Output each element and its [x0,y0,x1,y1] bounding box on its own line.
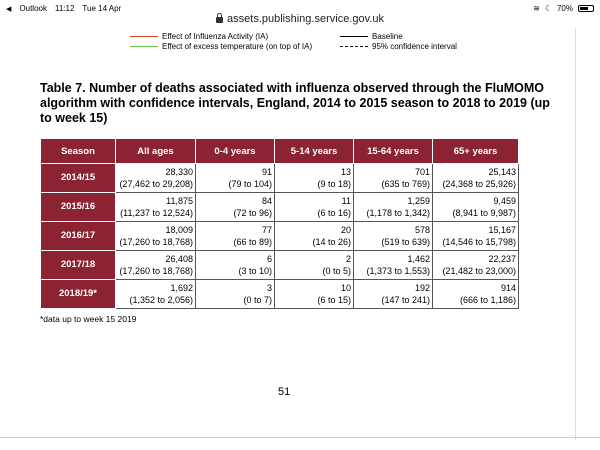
col-header-5-14: 5-14 years [274,138,354,164]
status-time: 11:12 [54,4,75,13]
legend-label: 95% confidence interval [372,42,457,51]
data-cell: 192 (147 to 241) [353,279,433,309]
wifi-icon: ≋ [533,4,540,13]
season-cell: 2014/15 [40,163,116,193]
table-row: 2015/16 11,875 (11,237 to 12,524) 84 (72 t… [40,192,519,222]
deaths-table: Season All ages 0-4 years 5-14 years 15-… [40,138,519,309]
black-line-swatch [340,36,368,37]
page-divider [0,437,600,438]
data-cell: 22,237 (21,482 to 23,000) [432,250,519,280]
data-cell: 1,692 (1,352 to 2,056) [115,279,196,309]
legend-label: Effect of Influenza Activity (IA) [162,32,269,41]
data-cell: 2 (0 to 5) [274,250,354,280]
data-cell: 1,462 (1,373 to 1,553) [353,250,433,280]
data-cell: 6 (3 to 10) [195,250,275,280]
moon-icon: ☾ [544,4,552,13]
col-header-all-ages: All ages [115,138,196,164]
col-header-0-4: 0-4 years [195,138,275,164]
data-cell: 13 (9 to 18) [274,163,354,193]
data-cell: 20 (14 to 26) [274,221,354,251]
data-cell: 3 (0 to 7) [195,279,275,309]
legend-item-ci: 95% confidence interval [340,42,457,51]
season-cell: 2017/18 [40,250,116,280]
data-cell: 26,408 (17,260 to 18,768) [115,250,196,280]
season-cell: 2016/17 [40,221,116,251]
page-number: 51 [278,386,291,398]
legend-item-temp: Effect of excess temperature (on top of … [130,42,312,51]
back-app-label[interactable]: Outlook [19,4,47,13]
back-to-app-icon[interactable]: ◀ [6,5,12,13]
data-cell: 91 (79 to 104) [195,163,275,193]
data-cell: 77 (66 to 89) [195,221,275,251]
col-header-15-64: 15-64 years [353,138,433,164]
season-cell: 2018/19* [40,279,116,309]
table-header-row: Season All ages 0-4 years 5-14 years 15-… [40,138,519,164]
data-cell: 11 (6 to 16) [274,192,354,222]
url-text[interactable]: assets.publishing.service.gov.uk [227,12,384,25]
status-bar: ◀ Outlook 11:12 Tue 14 Apr ≋ ☾ 70% [0,0,600,20]
data-cell: 84 (72 to 96) [195,192,275,222]
legend-item-baseline: Baseline [340,32,403,41]
data-cell: 9,459 (8,941 to 9,987) [432,192,519,222]
status-date: Tue 14 Apr [82,4,122,13]
page-edge [575,28,576,440]
lock-icon [216,13,224,23]
table-row: 2014/15 28,330 (27,462 to 29,208) 91 (79 t… [40,163,519,193]
table-row: 2016/17 18,009 (17,260 to 18,768) 77 (66 t… [40,221,519,251]
battery-percent: 70% [556,4,573,13]
green-line-swatch [130,46,158,47]
data-cell: 578 (519 to 639) [353,221,433,251]
red-line-swatch [130,36,158,37]
data-cell: 28,330 (27,462 to 29,208) [115,163,196,193]
footnote: *data up to week 15 2019 [40,314,137,324]
data-cell: 25,143 (24,368 to 25,926) [432,163,519,193]
data-cell: 11,875 (11,237 to 12,524) [115,192,196,222]
table-row: 2017/18 26,408 (17,260 to 18,768) 6 (3 to … [40,250,519,280]
battery-icon [578,5,594,12]
col-header-65-plus: 65+ years [432,138,519,164]
legend-label: Effect of excess temperature (on top of … [162,42,313,51]
document-page: Effect of Influenza Activity (IA) Effect… [22,28,574,438]
data-cell: 701 (635 to 769) [353,163,433,193]
table-title: Table 7. Number of deaths associated wit… [40,81,550,125]
data-cell: 18,009 (17,260 to 18,768) [115,221,196,251]
legend-item-ia: Effect of Influenza Activity (IA) [130,32,268,41]
season-cell: 2015/16 [40,192,116,222]
data-cell: 15,167 (14,546 to 15,798) [432,221,519,251]
data-cell: 1,259 (1,178 to 1,342) [353,192,433,222]
col-header-season: Season [40,138,116,164]
dashed-line-swatch [340,46,368,47]
data-cell: 10 (6 to 15) [274,279,354,309]
address-bar[interactable]: assets.publishing.service.gov.uk [0,10,600,28]
table-row: 2018/19* 1,692 (1,352 to 2,056) 3 (0 to 7)… [40,279,519,309]
data-cell: 914 (666 to 1,186) [432,279,519,309]
legend-label: Baseline [372,32,403,41]
